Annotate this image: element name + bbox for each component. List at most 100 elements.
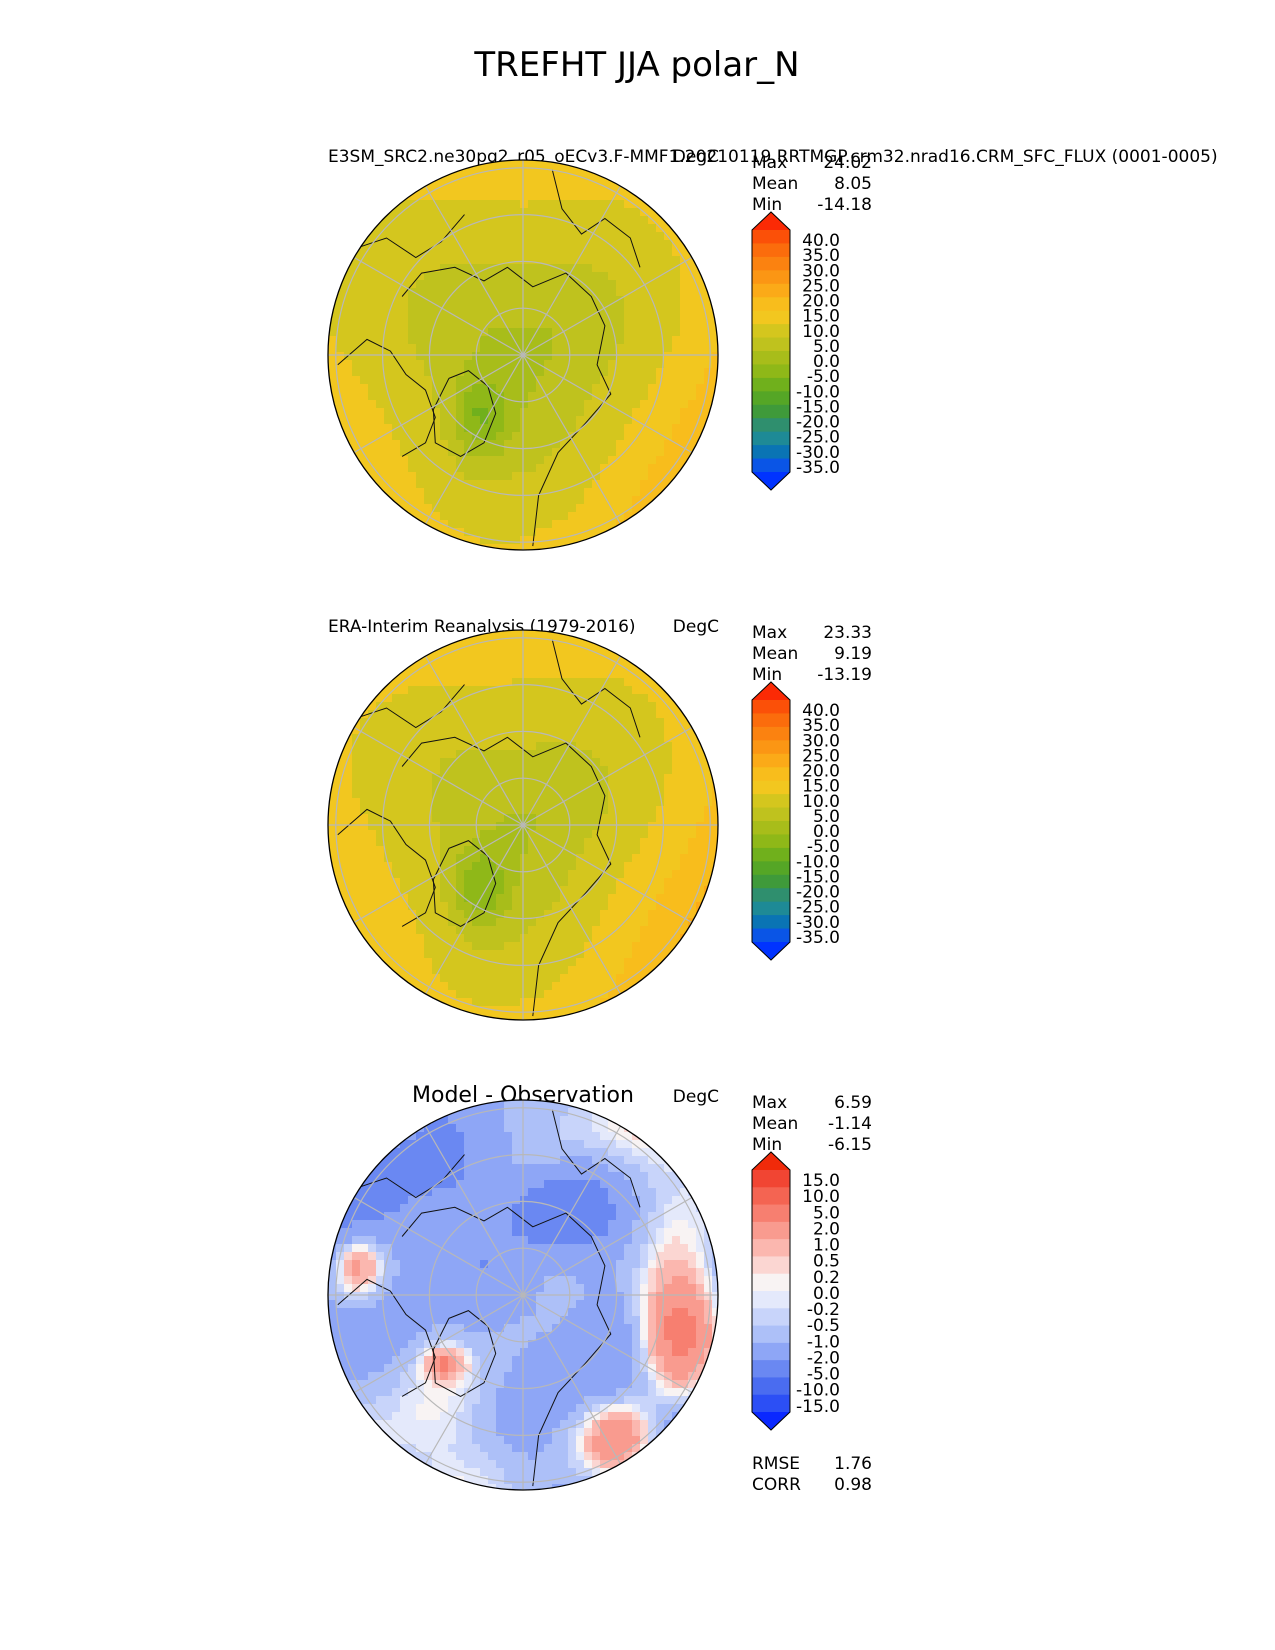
map-cell xyxy=(648,878,657,887)
map-cell xyxy=(496,384,505,393)
map-cell xyxy=(648,774,657,783)
map-cell xyxy=(544,1164,553,1173)
map-cell xyxy=(424,464,433,473)
map-cell xyxy=(600,726,609,735)
map-cell xyxy=(536,176,545,185)
map-cell xyxy=(488,822,497,831)
map-cell xyxy=(496,998,505,1007)
map-cell xyxy=(544,1108,553,1117)
map-cell xyxy=(584,1220,593,1229)
map-cell xyxy=(504,1244,513,1253)
map-cell xyxy=(448,1244,457,1253)
map-cell xyxy=(584,718,593,727)
map-cell xyxy=(544,328,553,337)
map-cell xyxy=(576,678,585,687)
map-cell xyxy=(592,480,601,489)
map-cell xyxy=(336,1236,345,1245)
map-cell xyxy=(392,862,401,871)
map-cell xyxy=(568,1116,577,1125)
map-cell xyxy=(576,790,585,799)
map-cell xyxy=(520,854,529,863)
map-cell xyxy=(640,878,649,887)
map-cell xyxy=(352,846,361,855)
map-cell xyxy=(368,758,377,767)
map-cell xyxy=(520,934,529,943)
map-cell xyxy=(464,288,473,297)
map-cell xyxy=(376,480,385,489)
map-cell xyxy=(552,280,561,289)
map-cell xyxy=(592,1220,601,1229)
coastline xyxy=(432,840,497,927)
map-cell xyxy=(464,1284,473,1293)
map-cell xyxy=(640,232,649,241)
map-cell xyxy=(472,758,481,767)
map-cell xyxy=(576,726,585,735)
map-cell xyxy=(528,320,537,329)
map-cell xyxy=(488,1236,497,1245)
map-cell xyxy=(520,232,529,241)
map-cell xyxy=(672,846,681,855)
map-cell xyxy=(440,480,449,489)
map-cell xyxy=(392,376,401,385)
map-cell xyxy=(448,248,457,257)
coastline xyxy=(357,214,465,259)
map-cell xyxy=(416,1244,425,1253)
map-cell xyxy=(456,958,465,967)
map-cell xyxy=(376,1268,385,1277)
map-cell xyxy=(480,846,489,855)
map-cell xyxy=(576,184,585,193)
map-cell xyxy=(472,854,481,863)
map-cell xyxy=(448,1268,457,1277)
map-cell xyxy=(552,496,561,505)
map-cell xyxy=(632,1148,641,1157)
map-cell xyxy=(416,1212,425,1221)
meridian-line xyxy=(522,256,693,356)
map-cell xyxy=(592,862,601,871)
map-cell xyxy=(408,950,417,959)
map-cell xyxy=(416,240,425,249)
meridian-line xyxy=(424,185,524,356)
map-cell xyxy=(424,726,433,735)
map-cell xyxy=(664,1180,673,1189)
map-cell xyxy=(680,1252,689,1261)
map-cell xyxy=(536,1172,545,1181)
map-cell xyxy=(344,1252,353,1261)
map-cell xyxy=(592,288,601,297)
map-cell xyxy=(472,1228,481,1237)
map-cell xyxy=(584,1116,593,1125)
map-cell xyxy=(528,1132,537,1141)
map-cell xyxy=(496,758,505,767)
map-cell xyxy=(464,1172,473,1181)
map-cell xyxy=(536,974,545,983)
map-cell xyxy=(712,384,718,393)
map-cell xyxy=(584,472,593,481)
map-cell xyxy=(352,312,361,321)
map-cell xyxy=(352,1196,361,1205)
map-cell xyxy=(456,950,465,959)
map-cell xyxy=(584,1172,593,1181)
map-cell xyxy=(664,766,673,775)
map-cell xyxy=(488,424,497,433)
map-cell xyxy=(688,726,697,735)
map-cell xyxy=(528,830,537,839)
map-cell xyxy=(352,886,361,895)
map-cell xyxy=(496,950,505,959)
map-cell xyxy=(656,774,665,783)
map-cell xyxy=(640,448,649,457)
map-cell xyxy=(544,1252,553,1261)
colorbar-tick-label: 30.0 xyxy=(802,261,840,281)
map-cell xyxy=(552,392,561,401)
map-cell xyxy=(488,248,497,257)
map-cell xyxy=(368,480,377,489)
map-cell xyxy=(528,1006,537,1015)
map-cell xyxy=(496,854,505,863)
map-cell xyxy=(328,814,337,823)
map-cell xyxy=(576,296,585,305)
map-cell xyxy=(688,1244,697,1253)
map-cell xyxy=(336,774,345,783)
map-cell xyxy=(448,368,457,377)
map-cell xyxy=(608,248,617,257)
map-cell xyxy=(656,400,665,409)
map-cell xyxy=(392,910,401,919)
map-cell xyxy=(456,288,465,297)
